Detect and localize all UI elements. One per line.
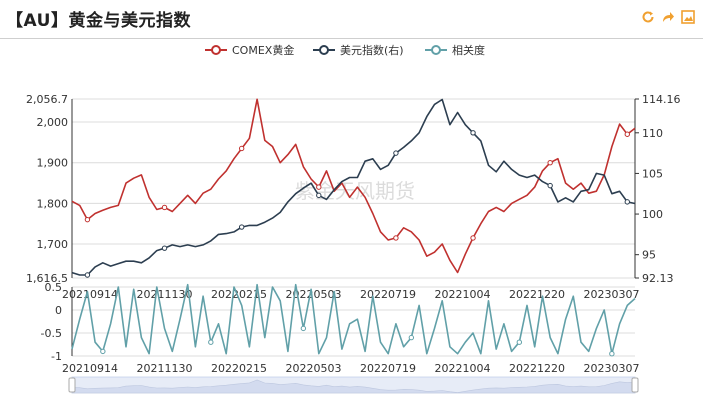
- corr-series-point-0: [100, 348, 106, 355]
- y-left-tick-0: 1,616.5: [26, 272, 68, 285]
- x-tick-bottom-2: 20220215: [211, 362, 267, 375]
- usd-series-point-1: [161, 245, 168, 251]
- y-bottom-tick-0: -1: [51, 350, 62, 363]
- y-bottom-tick-2: 0: [55, 304, 62, 317]
- x-tick-top-0: 20210914: [62, 288, 118, 301]
- legend-marker-2: [431, 45, 441, 55]
- usd-series-point-0: [84, 272, 91, 278]
- header-divider: [0, 38, 703, 39]
- y-right-tick-1: 95: [642, 249, 656, 262]
- corr-series-point-1: [208, 339, 214, 345]
- usd-series-point-2: [238, 224, 245, 230]
- legend-marker-0: [211, 45, 221, 55]
- y-left-tick-3: 1,900: [37, 157, 69, 170]
- zoom-handle-0[interactable]: [68, 377, 76, 393]
- share-icon[interactable]: [661, 10, 675, 24]
- y-right-tick-3: 105: [642, 167, 663, 180]
- y-right-tick-0: 92.13: [642, 272, 674, 285]
- toolbox: [641, 10, 695, 24]
- x-tick-top-7: 20230307: [584, 288, 640, 301]
- y-left-tick-2: 1,800: [37, 197, 69, 210]
- usd-series-point-6: [547, 182, 553, 189]
- x-tick-bottom-5: 20221004: [435, 362, 491, 375]
- legend-label-2: 相关度: [452, 43, 485, 57]
- y-bottom-tick-3: 0.5: [45, 281, 63, 294]
- corr-series-line: [71, 283, 636, 355]
- page-title: 【AU】黄金与美元指数: [6, 11, 191, 31]
- gold-series-point-0: [84, 216, 91, 223]
- gold-series-point-2: [238, 145, 245, 152]
- zoom-window: [72, 377, 635, 393]
- gold-series-point-5: [470, 235, 476, 241]
- y-left-tick-5: 2,056.7: [26, 93, 68, 106]
- x-tick-top-4: 20220719: [360, 288, 416, 301]
- refresh-icon[interactable]: [641, 10, 655, 24]
- corr-series-point-3: [408, 334, 415, 341]
- x-tick-bottom-6: 20221220: [509, 362, 565, 375]
- x-tick-bottom-0: 20210914: [62, 362, 118, 375]
- y-right-tick-4: 110: [642, 127, 663, 140]
- y-left-tick-4: 2,000: [37, 116, 69, 129]
- gold-series-point-3: [316, 184, 322, 190]
- corr-series-point-4: [516, 339, 523, 345]
- legend-label-1: 美元指数(右): [340, 43, 404, 57]
- x-tick-bottom-7: 20230307: [584, 362, 640, 375]
- x-tick-top-3: 20220503: [286, 288, 342, 301]
- gold-series-point-6: [547, 160, 553, 166]
- y-bottom-tick-1: -0.5: [41, 327, 62, 340]
- usd-series-point-4: [393, 150, 399, 156]
- zoom-handle-1[interactable]: [631, 377, 639, 393]
- corr-series-point-5: [609, 351, 615, 357]
- gold-series-point-7: [624, 131, 630, 137]
- y-right-tick-5: 114.16: [642, 93, 681, 106]
- usd-series-point-7: [624, 199, 630, 205]
- x-tick-bottom-1: 20211130: [137, 362, 193, 375]
- x-tick-top-5: 20221004: [435, 288, 491, 301]
- x-tick-top-1: 20211130: [137, 288, 193, 301]
- y-right-tick-2: 100: [642, 208, 663, 221]
- y-left-tick-1: 1,700: [37, 238, 69, 251]
- image-icon[interactable]: [681, 10, 695, 24]
- usd-series-point-5: [470, 130, 476, 136]
- legend-marker-1: [319, 45, 329, 55]
- gold-series-point-4: [393, 235, 399, 241]
- x-tick-bottom-4: 20220719: [360, 362, 416, 375]
- x-tick-bottom-3: 20220503: [286, 362, 342, 375]
- x-tick-top-2: 20220215: [211, 288, 267, 301]
- usd-series-point-3: [316, 192, 322, 199]
- zoom-preview-area: [71, 379, 636, 394]
- gold-series-point-1: [161, 204, 168, 211]
- corr-series-point-2: [300, 325, 307, 332]
- x-tick-top-6: 20221220: [509, 288, 565, 301]
- legend-label-0: COMEX黄金: [232, 43, 294, 57]
